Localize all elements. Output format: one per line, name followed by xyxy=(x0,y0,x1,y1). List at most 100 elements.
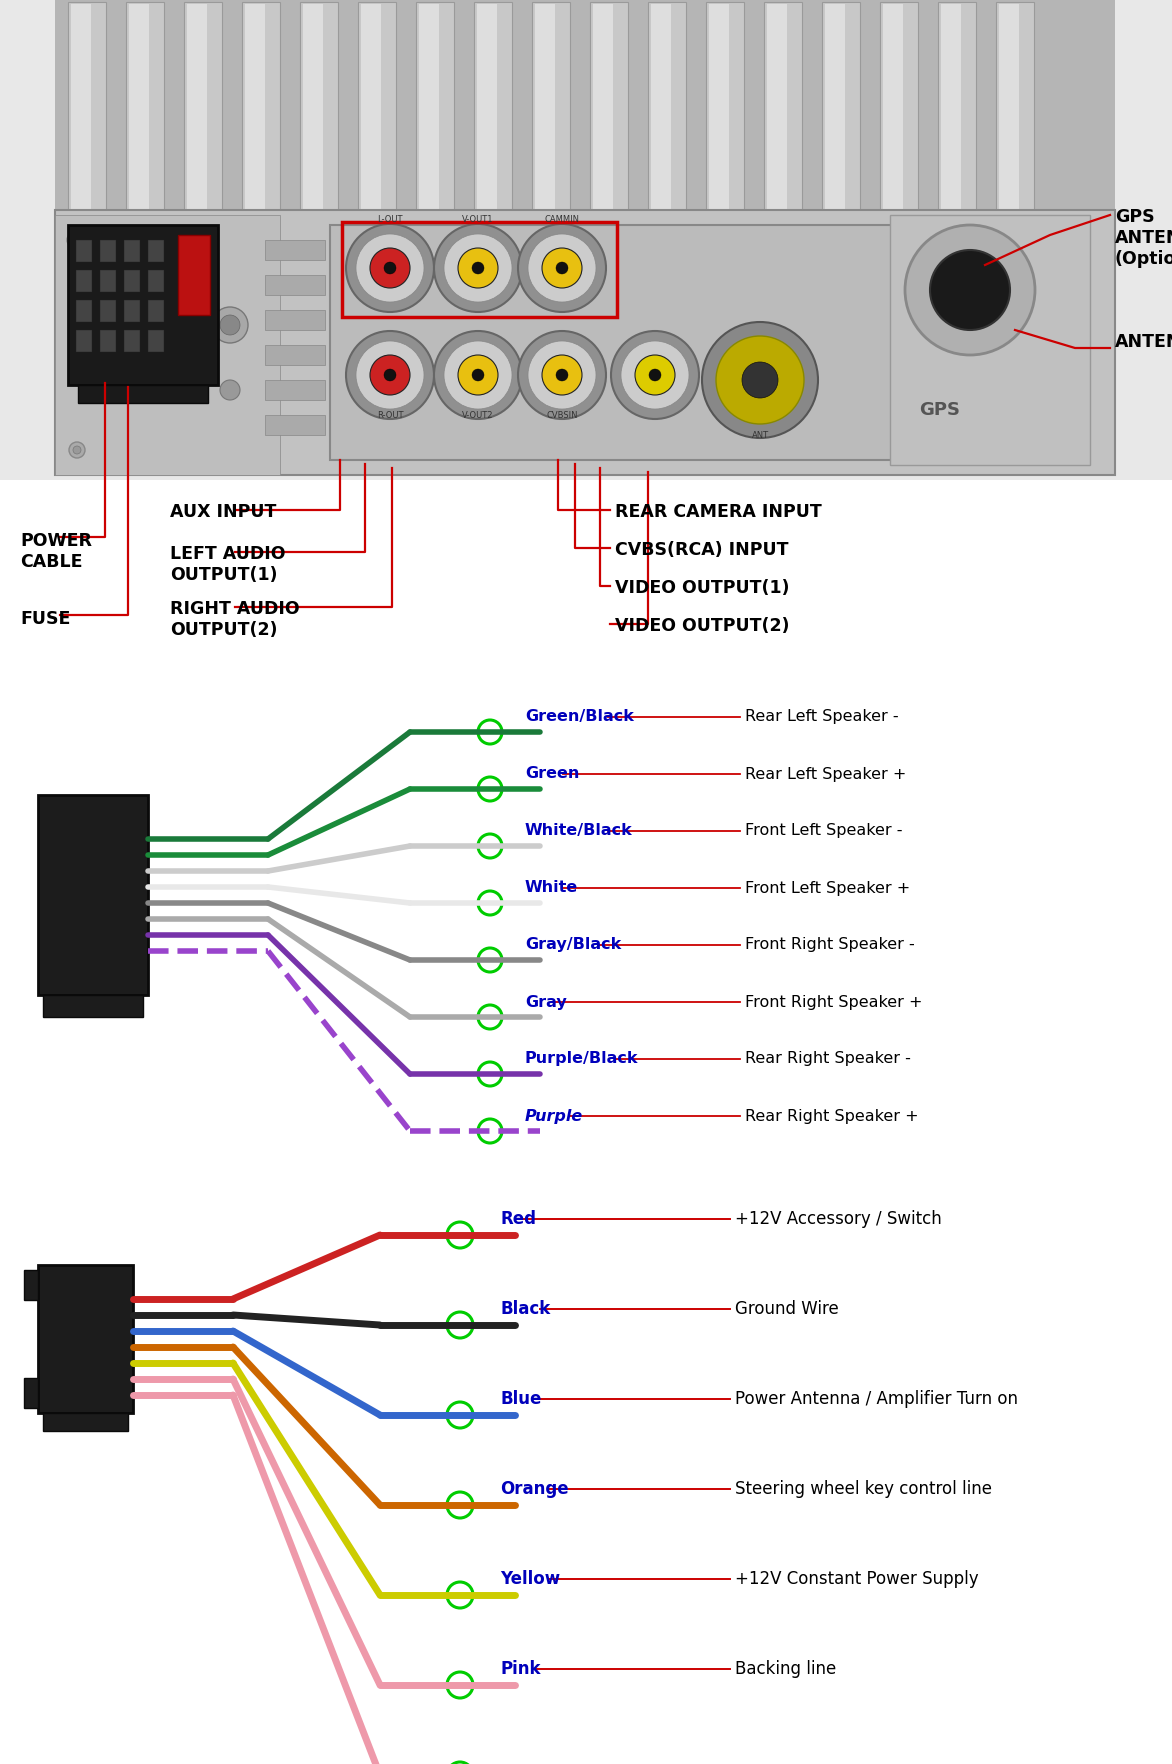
Text: Blue: Blue xyxy=(500,1390,541,1408)
Bar xyxy=(0,0,1172,480)
Text: Gray/Black: Gray/Black xyxy=(525,937,621,953)
Circle shape xyxy=(635,355,675,395)
Circle shape xyxy=(346,224,434,312)
Text: Yellow: Yellow xyxy=(500,1570,560,1588)
Circle shape xyxy=(541,355,582,395)
Bar xyxy=(941,4,961,208)
Text: Rear Right Speaker -: Rear Right Speaker - xyxy=(745,1051,911,1067)
Text: REAR CAMERA INPUT: REAR CAMERA INPUT xyxy=(615,503,822,520)
Bar xyxy=(148,270,164,293)
Text: Steering wheel key control line: Steering wheel key control line xyxy=(735,1480,992,1498)
Bar xyxy=(766,4,788,208)
Bar xyxy=(68,2,105,212)
Text: L-OUT: L-OUT xyxy=(377,215,403,224)
Bar xyxy=(416,2,454,212)
Circle shape xyxy=(444,235,512,302)
Bar xyxy=(999,4,1018,208)
Text: Black: Black xyxy=(500,1300,550,1318)
Circle shape xyxy=(472,369,484,381)
Bar xyxy=(825,4,845,208)
Bar xyxy=(534,4,556,208)
Bar xyxy=(100,240,116,263)
Bar xyxy=(23,1270,38,1300)
Text: LEFT AUDIO
OUTPUT(1): LEFT AUDIO OUTPUT(1) xyxy=(170,545,286,584)
Circle shape xyxy=(556,369,568,381)
Bar xyxy=(79,385,207,402)
Text: CVBSIN: CVBSIN xyxy=(546,411,578,420)
Text: R-OUT: R-OUT xyxy=(376,411,403,420)
Bar xyxy=(188,4,207,208)
Bar xyxy=(71,4,91,208)
Circle shape xyxy=(370,355,410,395)
Circle shape xyxy=(71,236,79,243)
Circle shape xyxy=(529,235,597,302)
Circle shape xyxy=(220,379,240,400)
Text: Green: Green xyxy=(525,767,579,781)
Text: V-OUT1: V-OUT1 xyxy=(462,215,493,224)
Text: Front Left Speaker -: Front Left Speaker - xyxy=(745,824,902,838)
Circle shape xyxy=(518,332,606,420)
Circle shape xyxy=(444,340,512,409)
Text: Orange: Orange xyxy=(500,1480,568,1498)
Circle shape xyxy=(458,355,498,395)
Text: Purple: Purple xyxy=(525,1108,584,1124)
Bar xyxy=(532,2,570,212)
Circle shape xyxy=(67,233,83,249)
Circle shape xyxy=(370,249,410,288)
Circle shape xyxy=(434,332,522,420)
Bar xyxy=(100,300,116,323)
Bar xyxy=(265,240,325,259)
Bar xyxy=(648,2,686,212)
Bar xyxy=(124,240,139,263)
Bar xyxy=(822,2,860,212)
Bar xyxy=(938,2,976,212)
Bar xyxy=(124,300,139,323)
Bar xyxy=(996,2,1034,212)
Circle shape xyxy=(458,249,498,288)
Bar xyxy=(265,379,325,400)
Circle shape xyxy=(356,235,424,302)
Bar xyxy=(477,4,497,208)
Circle shape xyxy=(716,335,804,423)
Circle shape xyxy=(518,224,606,312)
Bar xyxy=(361,4,381,208)
Bar xyxy=(43,1413,128,1431)
Circle shape xyxy=(529,340,597,409)
Text: V-OUT2: V-OUT2 xyxy=(462,411,493,420)
Circle shape xyxy=(702,323,818,437)
Text: +12V Accessory / Switch: +12V Accessory / Switch xyxy=(735,1210,942,1228)
Bar xyxy=(593,4,613,208)
Text: White/Black: White/Black xyxy=(525,824,633,838)
Bar xyxy=(265,310,325,330)
Text: Rear Left Speaker +: Rear Left Speaker + xyxy=(745,767,906,781)
Text: GPS: GPS xyxy=(920,400,961,420)
Bar xyxy=(124,270,139,293)
Bar xyxy=(178,235,210,316)
Bar xyxy=(709,4,729,208)
Bar xyxy=(76,270,91,293)
Bar xyxy=(55,215,280,475)
Text: VIDEO OUTPUT(1): VIDEO OUTPUT(1) xyxy=(615,579,790,596)
Bar xyxy=(300,2,338,212)
Circle shape xyxy=(434,224,522,312)
Bar xyxy=(890,215,1090,466)
Text: Green/Black: Green/Black xyxy=(525,709,634,725)
Bar xyxy=(706,2,744,212)
Bar xyxy=(124,330,139,353)
Text: POWER
CABLE: POWER CABLE xyxy=(20,533,91,572)
Circle shape xyxy=(220,316,240,335)
Circle shape xyxy=(73,446,81,453)
Text: Backing line: Backing line xyxy=(735,1660,837,1678)
Bar xyxy=(148,330,164,353)
Text: Purple/Black: Purple/Black xyxy=(525,1051,639,1067)
Bar xyxy=(241,2,280,212)
Text: VIDEO OUTPUT(2): VIDEO OUTPUT(2) xyxy=(615,617,790,635)
Text: AUX INPUT: AUX INPUT xyxy=(170,503,277,520)
Bar xyxy=(883,4,902,208)
Text: Front Left Speaker +: Front Left Speaker + xyxy=(745,880,911,896)
Bar xyxy=(184,2,222,212)
Circle shape xyxy=(742,362,778,399)
Bar xyxy=(420,4,440,208)
Bar xyxy=(55,0,1115,215)
Text: ANT: ANT xyxy=(751,430,769,439)
